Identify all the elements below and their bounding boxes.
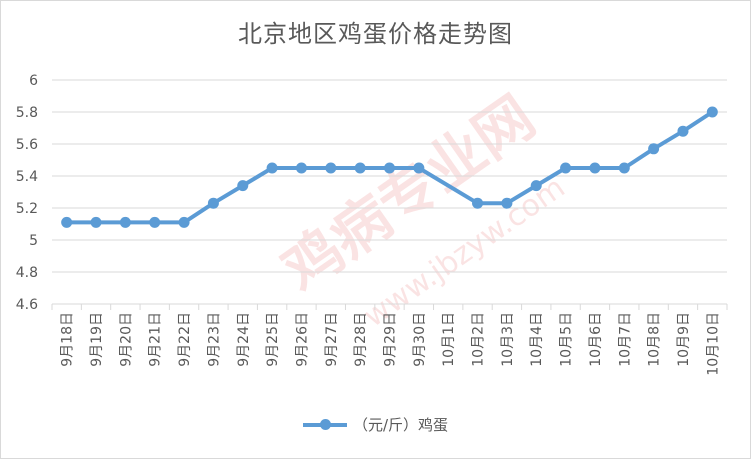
- x-tick-label: 9月30日: [412, 312, 428, 367]
- x-tick-label: 9月22日: [177, 312, 193, 367]
- data-point: [149, 216, 161, 228]
- data-point: [266, 162, 278, 174]
- x-tick-label: 9月27日: [324, 312, 340, 367]
- data-point: [61, 216, 73, 228]
- chart-title: 北京地区鸡蛋价格走势图: [238, 20, 513, 48]
- series-egg: [61, 106, 718, 228]
- y-tick-label: 6: [29, 73, 38, 89]
- x-tick-label: 10月7日: [617, 312, 633, 367]
- y-axis-ticks: 4.6 4.8 5 5.2 5.4 5.6 5.8 6: [16, 73, 38, 313]
- legend-label: （元/斤）鸡蛋: [352, 416, 449, 434]
- y-tick-label: 5: [29, 233, 38, 249]
- data-point: [207, 197, 219, 209]
- watermark: 鸡病专业网 www.jbzyw.com: [270, 83, 571, 335]
- x-tick-label: 10月9日: [676, 312, 692, 367]
- data-point: [325, 162, 337, 174]
- data-point: [90, 216, 102, 228]
- x-tick-label: 10月4日: [529, 312, 545, 367]
- x-tick-label: 9月19日: [89, 312, 105, 367]
- data-point: [354, 162, 366, 174]
- x-tick-label: 9月26日: [294, 312, 310, 367]
- data-point: [295, 162, 307, 174]
- legend: （元/斤）鸡蛋: [0, 414, 751, 435]
- x-tick-label: 9月20日: [118, 312, 134, 367]
- y-tick-label: 5.2: [16, 201, 38, 217]
- y-tick-label: 4.8: [16, 265, 38, 281]
- y-tick-label: 5.8: [16, 105, 38, 121]
- x-axis-ticks: 9月18日 9月19日 9月20日 9月21日 9月22日 9月23日 9月24日 9月25日…: [51, 304, 728, 376]
- y-tick-label: 5.4: [16, 169, 38, 185]
- data-point: [560, 162, 572, 174]
- x-tick-label: 10月5日: [559, 312, 575, 367]
- x-tick-label: 9月18日: [60, 312, 76, 367]
- y-tick-label: 4.6: [16, 297, 38, 313]
- x-tick-label: 9月25日: [265, 312, 281, 367]
- x-tick-label: 10月8日: [647, 312, 663, 367]
- y-tick-label: 5.6: [16, 137, 38, 153]
- series-line: [64, 110, 715, 225]
- x-tick-label: 10月6日: [588, 312, 604, 367]
- data-point: [413, 162, 425, 174]
- data-point: [648, 143, 660, 155]
- legend-line-marker-icon: [302, 418, 347, 430]
- x-tick-label: 10月3日: [500, 312, 516, 367]
- x-tick-label: 9月28日: [353, 312, 369, 367]
- data-point: [501, 197, 513, 209]
- gridlines: [52, 79, 727, 305]
- x-tick-label: 9月23日: [206, 312, 222, 367]
- x-tick-label: 9月29日: [383, 312, 399, 367]
- legend-dot: [319, 418, 331, 430]
- data-point: [472, 197, 484, 209]
- x-tick-label: 9月24日: [236, 312, 252, 367]
- data-point: [384, 162, 395, 174]
- data-point: [706, 106, 718, 118]
- x-tick-label: 10月2日: [471, 312, 487, 367]
- data-point: [119, 216, 131, 228]
- data-point: [178, 216, 190, 228]
- data-point: [618, 162, 630, 174]
- data-point: [530, 180, 542, 192]
- x-tick-label: 10月1日: [441, 312, 457, 367]
- data-point: [677, 125, 689, 137]
- x-tick-label: 9月21日: [148, 312, 164, 367]
- x-tick-label: 10月10日: [705, 312, 721, 376]
- data-point: [589, 162, 601, 174]
- data-point: [237, 180, 249, 192]
